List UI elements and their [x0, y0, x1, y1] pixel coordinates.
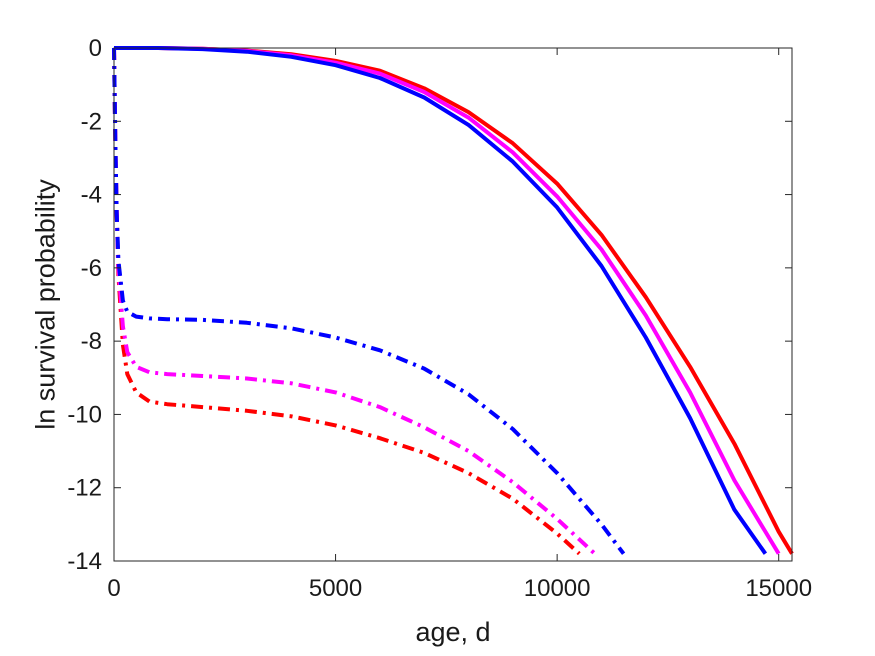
- series-line-2-solid: [114, 46, 781, 555]
- y-tick-label: -8: [81, 328, 102, 355]
- plot-series: [112, 46, 794, 556]
- y-tick-label: -2: [81, 108, 102, 135]
- y-axis-label: ln survival probability: [30, 179, 60, 430]
- x-axis: 0 5000 10000 15000: [107, 48, 812, 602]
- y-tick-label: -10: [67, 401, 102, 428]
- series-line-6-dashdot: [112, 47, 626, 555]
- y-tick-label: -4: [81, 182, 102, 209]
- x-tick-label: 15000: [745, 575, 812, 602]
- plot-frame: [113, 47, 793, 562]
- y-tick-label: -14: [67, 548, 102, 575]
- x-tick-label: 5000: [309, 575, 362, 602]
- series-line-5-dashdot: [112, 47, 597, 556]
- y-axis: 0 -2 -4 -6 -8 -10 -12 -14: [67, 35, 792, 575]
- series-line-4-dashdot: [112, 47, 581, 556]
- series-line-3-solid: [114, 46, 768, 555]
- y-tick-label: -12: [67, 475, 102, 502]
- y-tick-label: 0: [89, 35, 102, 62]
- x-axis-label: age, d: [415, 617, 490, 647]
- y-tick-label: -6: [81, 255, 102, 282]
- x-tick-label: 0: [107, 575, 120, 602]
- x-tick-label: 10000: [524, 575, 591, 602]
- series-line-1-solid: [114, 46, 794, 555]
